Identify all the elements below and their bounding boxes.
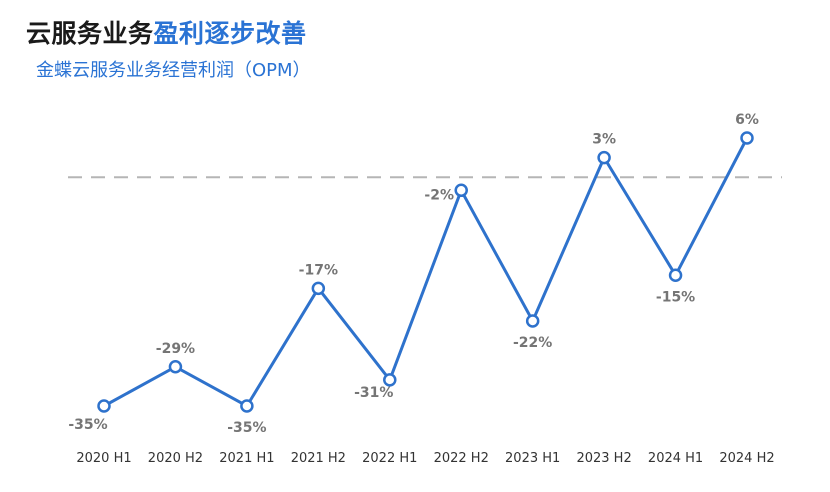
- data-point-marker: [97, 399, 111, 413]
- x-tick-label: 2023 H1: [505, 451, 560, 466]
- series-line: [103, 137, 749, 409]
- x-tick-label: 2023 H2: [576, 451, 631, 466]
- data-labels: -35% -29% -35% -17% -31% -2% -22% 3% -15% 6%: [68, 112, 759, 436]
- data-label: -35%: [227, 420, 266, 436]
- data-label: -31%: [354, 385, 393, 401]
- data-label: -17%: [299, 262, 338, 278]
- x-tick-label: 2021 H1: [219, 451, 274, 466]
- x-tick-label: 2020 H2: [148, 451, 203, 466]
- data-label: -15%: [656, 289, 695, 305]
- x-tick-label: 2024 H1: [648, 451, 703, 466]
- data-point-marker: [525, 314, 540, 328]
- data-point-marker: [454, 183, 468, 198]
- data-point-marker: [668, 268, 683, 283]
- chart-title-part-1: 云服务业务: [26, 19, 154, 48]
- chart-title: 云服务业务盈利逐步改善: [26, 14, 307, 50]
- x-axis-ticks: 2020 H1 2020 H2 2021 H1 2021 H2 2022 H1 2022 …: [76, 451, 774, 466]
- data-point-marker: [383, 373, 397, 387]
- data-point-marker: [740, 131, 754, 145]
- data-label: -29%: [156, 341, 195, 357]
- chart-title-part-2: 盈利逐步改善: [153, 19, 307, 48]
- data-point-marker: [597, 150, 611, 165]
- data-label: -22%: [513, 335, 552, 351]
- data-point-marker: [168, 360, 183, 374]
- x-tick-label: 2024 H2: [719, 451, 774, 466]
- data-point-marker: [240, 399, 254, 413]
- data-markers: [97, 131, 754, 413]
- x-tick-label: 2021 H2: [291, 451, 346, 466]
- data-label: -35%: [68, 417, 107, 433]
- data-label: 3%: [592, 132, 616, 148]
- x-tick-label: 2022 H1: [362, 451, 417, 466]
- data-label: 6%: [735, 112, 759, 128]
- data-point-marker: [311, 281, 326, 296]
- chart-subtitle: 金蝶云服务业务经营利润（OPM）: [36, 60, 311, 81]
- x-tick-label: 2020 H1: [76, 451, 131, 466]
- data-label: -2%: [424, 187, 454, 203]
- x-tick-label: 2022 H2: [434, 451, 489, 466]
